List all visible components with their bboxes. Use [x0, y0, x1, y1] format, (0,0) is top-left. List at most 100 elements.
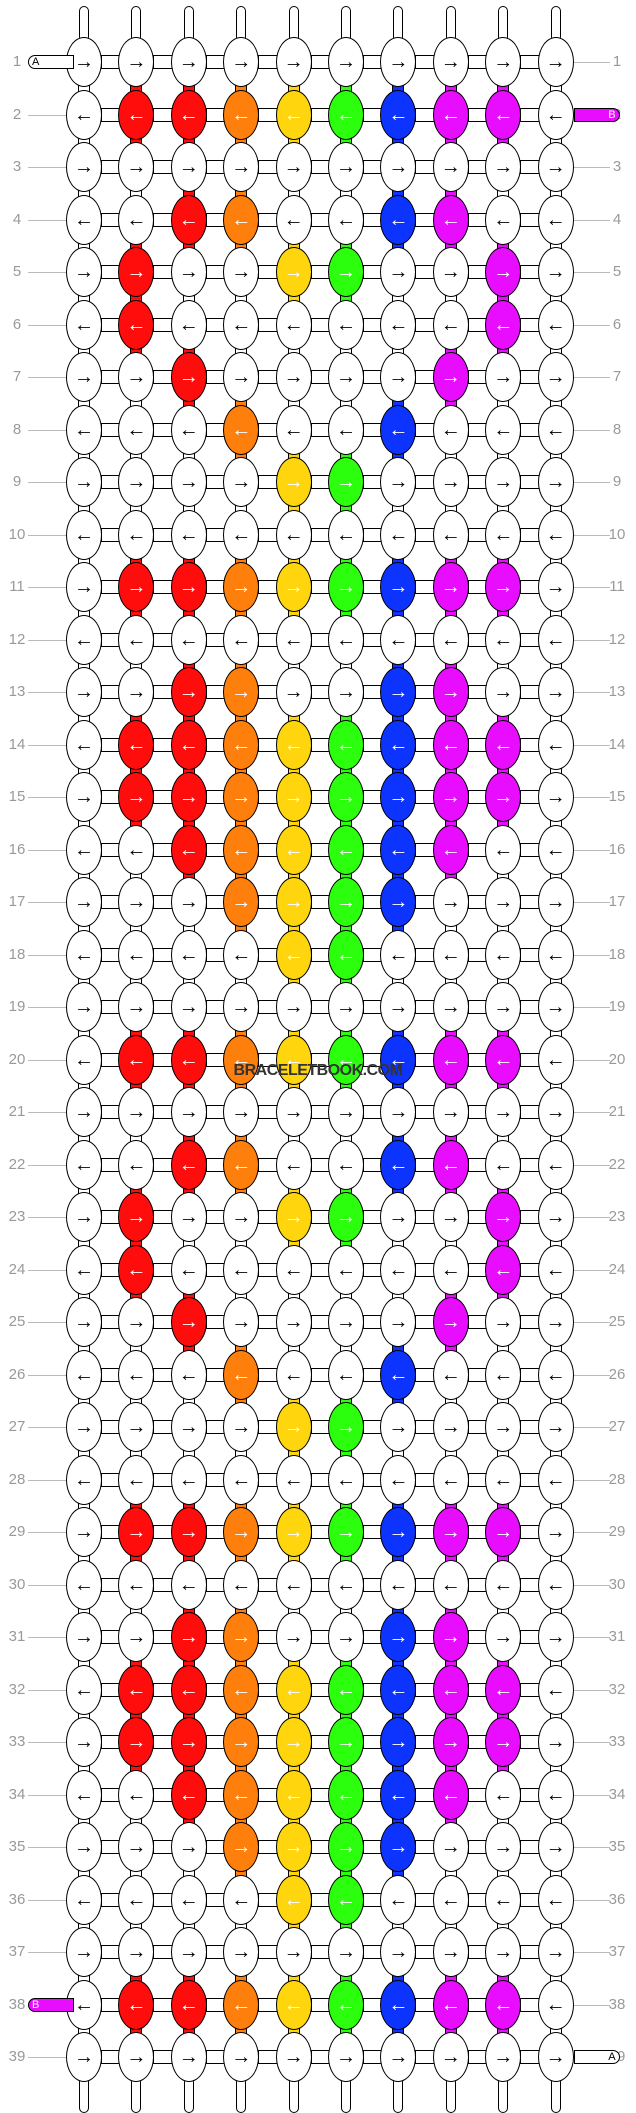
knot-backward-arrow-icon: ←	[275, 1664, 312, 1715]
knot-forward-arrow-icon: →	[66, 1822, 102, 1872]
knot-backward-arrow-icon: ←	[328, 719, 364, 770]
row-guide	[28, 167, 68, 168]
knot-backward-arrow-icon: ←	[275, 1979, 312, 2030]
row-number-left: 26	[8, 1365, 26, 1383]
knot-forward-arrow-icon: →	[485, 142, 522, 192]
knot-forward-arrow-icon: →	[485, 352, 522, 402]
row-guide	[28, 1427, 68, 1428]
knot-backward-arrow-icon: ←	[328, 1559, 364, 1610]
knot-forward-arrow-icon: →	[170, 247, 207, 297]
knot-backward-arrow-icon: ←	[170, 89, 207, 140]
row-guide	[573, 1689, 610, 1691]
row-guide	[573, 1164, 610, 1166]
knot-forward-arrow-icon: →	[537, 1507, 574, 1557]
knot-backward-arrow-icon: ←	[432, 719, 469, 770]
knot-backward-arrow-icon: ←	[537, 614, 574, 665]
knot-forward-arrow-icon: →	[118, 457, 155, 507]
knot-backward-arrow-icon: ←	[328, 194, 364, 245]
knot-backward-arrow-icon: ←	[170, 194, 207, 245]
row-guide	[573, 1479, 610, 1481]
knot-backward-arrow-icon: ←	[537, 1034, 574, 1085]
knot-backward-arrow-icon: ←	[380, 404, 417, 455]
row-number-right: 8	[612, 420, 622, 438]
knot-backward-arrow-icon: ←	[537, 194, 574, 245]
knot-backward-arrow-icon: ←	[170, 719, 207, 770]
knot-forward-arrow-icon: →	[170, 1507, 207, 1557]
knot-forward-arrow-icon: →	[380, 2032, 417, 2082]
row-guide	[573, 1637, 610, 1638]
knot-forward-arrow-icon: →	[328, 1297, 364, 1347]
knot-backward-arrow-icon: ←	[380, 194, 417, 245]
knot-backward-arrow-icon: ←	[380, 1454, 417, 1505]
row-number-left: 8	[12, 420, 22, 438]
row-number-left: 34	[8, 1785, 26, 1803]
knot-forward-arrow-icon: →	[537, 982, 574, 1032]
knot-backward-arrow-icon: ←	[432, 1139, 469, 1190]
knot-forward-arrow-icon: →	[537, 142, 574, 192]
knot-forward-arrow-icon: →	[170, 1927, 207, 1977]
knot-forward-arrow-icon: →	[537, 772, 574, 822]
string-bottom	[79, 2077, 89, 2113]
knot-forward-arrow-icon: →	[275, 352, 312, 402]
knot-forward-arrow-icon: →	[223, 2032, 260, 2082]
knot-forward-arrow-icon: →	[328, 1612, 364, 1662]
knot-backward-arrow-icon: ←	[380, 1559, 417, 1610]
knot-forward-arrow-icon: →	[537, 1612, 574, 1662]
row-number-right: 17	[608, 893, 626, 910]
row-number-left: 37	[8, 1943, 26, 1960]
knot-backward-arrow-icon: ←	[275, 719, 312, 770]
knot-forward-arrow-icon: →	[537, 1192, 574, 1242]
knot-forward-arrow-icon: →	[275, 562, 312, 612]
knot-backward-arrow-icon: ←	[66, 929, 102, 980]
knot-forward-arrow-icon: →	[485, 1402, 522, 1452]
knot-backward-arrow-icon: ←	[223, 1139, 260, 1190]
knot-forward-arrow-icon: →	[170, 982, 207, 1032]
knot-backward-arrow-icon: ←	[66, 1139, 102, 1190]
knot-forward-arrow-icon: →	[66, 1297, 102, 1347]
knot-backward-arrow-icon: ←	[380, 1139, 417, 1190]
knot-forward-arrow-icon: →	[275, 1192, 312, 1242]
knot-backward-arrow-icon: ←	[66, 614, 102, 665]
knot-forward-arrow-icon: →	[118, 772, 155, 822]
row-number-left: 17	[8, 893, 26, 910]
row-number-left: 6	[12, 315, 22, 333]
knot-backward-arrow-icon: ←	[328, 824, 364, 875]
knot-backward-arrow-icon: ←	[170, 1769, 207, 1820]
row-guide	[573, 1269, 610, 1271]
knot-forward-arrow-icon: →	[432, 562, 469, 612]
knot-forward-arrow-icon: →	[170, 1612, 207, 1662]
knot-forward-arrow-icon: →	[537, 1402, 574, 1452]
knot-forward-arrow-icon: →	[118, 1192, 155, 1242]
row-guide	[28, 1059, 68, 1061]
row-guide	[28, 744, 68, 746]
row-number-right: 21	[608, 1103, 626, 1120]
knot-backward-arrow-icon: ←	[66, 824, 102, 875]
knot-forward-arrow-icon: →	[380, 1192, 417, 1242]
knot-backward-arrow-icon: ←	[170, 1454, 207, 1505]
knot-forward-arrow-icon: →	[223, 1927, 260, 1977]
row-guide	[28, 1899, 68, 1901]
knot-backward-arrow-icon: ←	[275, 1769, 312, 1820]
knot-forward-arrow-icon: →	[223, 1402, 260, 1452]
knot-forward-arrow-icon: →	[275, 142, 312, 192]
knot-forward-arrow-icon: →	[380, 1612, 417, 1662]
row-number-left: 11	[9, 578, 25, 595]
knot-backward-arrow-icon: ←	[380, 1874, 417, 1925]
row-number-right: 19	[608, 998, 626, 1015]
knot-forward-arrow-icon: →	[485, 982, 522, 1032]
knot-backward-arrow-icon: ←	[328, 1349, 364, 1400]
row-guide	[573, 324, 610, 326]
row-number-right: 29	[608, 1523, 626, 1540]
knot-forward-arrow-icon: →	[537, 247, 574, 297]
knot-backward-arrow-icon: ←	[275, 1034, 312, 1085]
knot-forward-arrow-icon: →	[223, 1087, 260, 1137]
row-guide	[573, 272, 610, 273]
knot-backward-arrow-icon: ←	[118, 1874, 155, 1925]
row-number-right: 7	[612, 368, 622, 385]
string-end-label: A	[28, 55, 74, 69]
row-number-left: 21	[8, 1103, 26, 1120]
row-guide	[28, 1794, 68, 1796]
knot-forward-arrow-icon: →	[170, 1717, 207, 1767]
knot-forward-arrow-icon: →	[223, 37, 260, 87]
knot-backward-arrow-icon: ←	[432, 824, 469, 875]
